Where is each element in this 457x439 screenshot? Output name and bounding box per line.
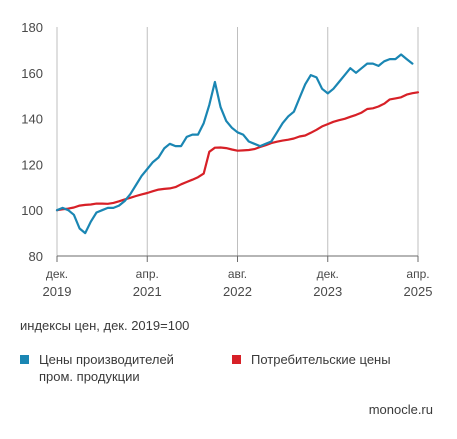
x-tick-label-month: дек. <box>317 267 339 281</box>
x-tick-label-year: 2025 <box>404 284 433 299</box>
legend-swatch-producer-prices <box>20 355 29 364</box>
grid-lines <box>56 27 419 256</box>
axes <box>56 255 419 262</box>
source-label: monocle.ru <box>368 402 433 417</box>
y-tick-label: 160 <box>21 66 43 81</box>
legend-item-consumer-prices: Потребительские цены <box>232 351 442 368</box>
x-tick-label-year: 2023 <box>313 284 342 299</box>
y-tick-label: 120 <box>21 157 43 172</box>
x-tick-label-year: 2019 <box>43 284 72 299</box>
x-tick-label-month: дек. <box>46 267 68 281</box>
y-tick-labels: 80 100 120 140 160 180 <box>21 20 43 264</box>
y-tick-label: 140 <box>21 112 43 127</box>
legend-swatch-consumer-prices <box>232 355 241 364</box>
x-tick-label-year: 2021 <box>133 284 162 299</box>
line-chart: 80 100 120 140 160 180 дек. 2019 апр. 2021 авг. 20… <box>21 20 433 299</box>
series-line-producer-prices <box>55 53 414 235</box>
legend-label-producer-prices: Цены производителей пром. продукции <box>39 352 174 384</box>
y-tick-label: 180 <box>21 20 43 35</box>
x-tick-label-month: апр. <box>406 267 429 281</box>
x-tick-label-year: 2022 <box>223 284 252 299</box>
series-line-consumer-prices <box>55 91 420 212</box>
series-lines <box>55 53 420 235</box>
chart-caption: индексы цен, дек. 2019=100 <box>20 318 190 333</box>
legend-item-producer-prices: Цены производителей пром. продукции <box>20 351 220 385</box>
x-tick-label-month: авг. <box>228 267 247 281</box>
x-tick-label-month: апр. <box>136 267 159 281</box>
x-tick-labels: дек. 2019 апр. 2021 авг. 2022 дек. 2023 апр. 2025 <box>43 267 433 299</box>
legend-label-consumer-prices: Потребительские цены <box>251 352 391 367</box>
y-tick-label: 100 <box>21 203 43 218</box>
y-tick-label: 80 <box>29 249 43 264</box>
